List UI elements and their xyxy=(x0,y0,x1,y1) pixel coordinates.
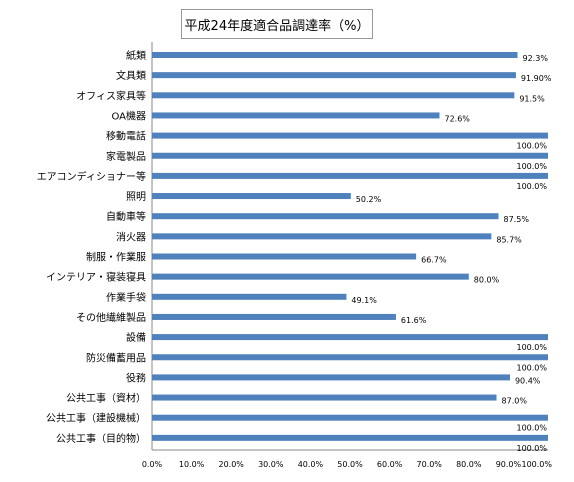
bar xyxy=(152,92,515,99)
data-label: 91.90% xyxy=(521,74,552,83)
category-label: インテリア・寝装寝具 xyxy=(46,271,146,284)
x-tick-label: 100.0% xyxy=(521,460,552,469)
category-label: 設備 xyxy=(126,331,146,344)
x-tick-label: 60.0% xyxy=(377,460,403,469)
bar xyxy=(152,52,518,58)
data-label: 100.0% xyxy=(516,363,547,372)
data-label: 100.0% xyxy=(516,424,547,433)
bar xyxy=(152,293,347,300)
x-tick-label: 70.0% xyxy=(416,460,442,469)
category-label: 公共工事（建設機械） xyxy=(46,412,146,425)
data-label: 72.6% xyxy=(444,114,470,123)
category-label: その他繊維製品 xyxy=(76,311,146,324)
x-tick-label: 80.0% xyxy=(456,460,482,469)
category-label: 移動電話 xyxy=(106,130,146,143)
x-tick-label: 10.0% xyxy=(179,460,205,469)
data-label: 91.5% xyxy=(519,94,545,103)
x-tick-label: 40.0% xyxy=(298,460,324,469)
data-label: 85.7% xyxy=(496,235,522,244)
bar xyxy=(152,434,548,441)
category-label: 役務 xyxy=(126,371,146,384)
data-label: 100.0% xyxy=(516,142,547,151)
bar xyxy=(152,374,510,381)
bar xyxy=(152,334,548,341)
bar xyxy=(152,233,492,240)
data-label: 87.0% xyxy=(502,397,528,406)
category-label: 作業手袋 xyxy=(106,291,146,304)
data-label: 66.7% xyxy=(421,256,447,265)
bars-layer xyxy=(152,52,548,441)
data-label: 100.0% xyxy=(516,182,547,191)
x-tick-labels: 0.0% 10.0% 20.0% 30.0% 40.0% 50.0% 60.0% 70.0% 8… xyxy=(142,460,553,469)
data-label: 90.4% xyxy=(515,376,541,385)
category-label: オフィス家具等 xyxy=(76,89,146,102)
data-label: 49.1% xyxy=(351,296,377,305)
x-tick-label: 50.0% xyxy=(337,460,363,469)
data-labels: 92.3% 91.90% 91.5% 72.6% 100.0% 100.0% 100.0% 5… xyxy=(351,54,551,453)
data-label: 100.0% xyxy=(516,343,547,352)
x-tick-label: 90.0% xyxy=(496,460,522,469)
data-label: 80.0% xyxy=(474,276,500,285)
bar xyxy=(152,172,548,179)
x-tick-label: 20.0% xyxy=(218,460,244,469)
bar xyxy=(152,354,548,361)
data-label: 92.3% xyxy=(523,54,549,63)
bar xyxy=(152,414,548,421)
category-label: 家電製品 xyxy=(106,150,146,163)
category-label: 紙類 xyxy=(126,49,146,62)
data-label: 50.2% xyxy=(356,195,382,204)
bar xyxy=(152,72,516,79)
bar xyxy=(152,132,548,139)
category-label: 公共工事（目的物） xyxy=(56,432,146,445)
category-label: 文具類 xyxy=(116,69,146,82)
bar xyxy=(152,273,469,280)
bar xyxy=(152,213,499,220)
category-label: 防災備蓄用品 xyxy=(86,351,146,364)
axis-layer xyxy=(151,42,548,451)
x-tick-label: 0.0% xyxy=(142,460,163,469)
bar xyxy=(152,112,440,119)
bar xyxy=(152,313,396,320)
bar xyxy=(152,152,548,159)
data-label: 100.0% xyxy=(516,162,547,171)
category-label: OA機器 xyxy=(111,109,146,122)
bar xyxy=(152,253,417,260)
bar xyxy=(152,193,351,200)
category-label: 公共工事（資材） xyxy=(66,392,146,405)
category-label: 照明 xyxy=(126,191,146,203)
bar xyxy=(152,394,497,401)
category-label: 自動車等 xyxy=(106,210,146,223)
data-label: 100.0% xyxy=(516,444,547,453)
x-tick-label: 30.0% xyxy=(258,460,284,469)
category-label: エアコンディショナー等 xyxy=(37,170,146,183)
category-label: 消火器 xyxy=(116,230,146,243)
chart-title: 平成24年度適合品調達率（%） xyxy=(181,9,373,39)
category-label: 制服・作業服 xyxy=(86,251,146,264)
data-label: 87.5% xyxy=(504,215,530,224)
data-label: 61.6% xyxy=(401,316,427,325)
